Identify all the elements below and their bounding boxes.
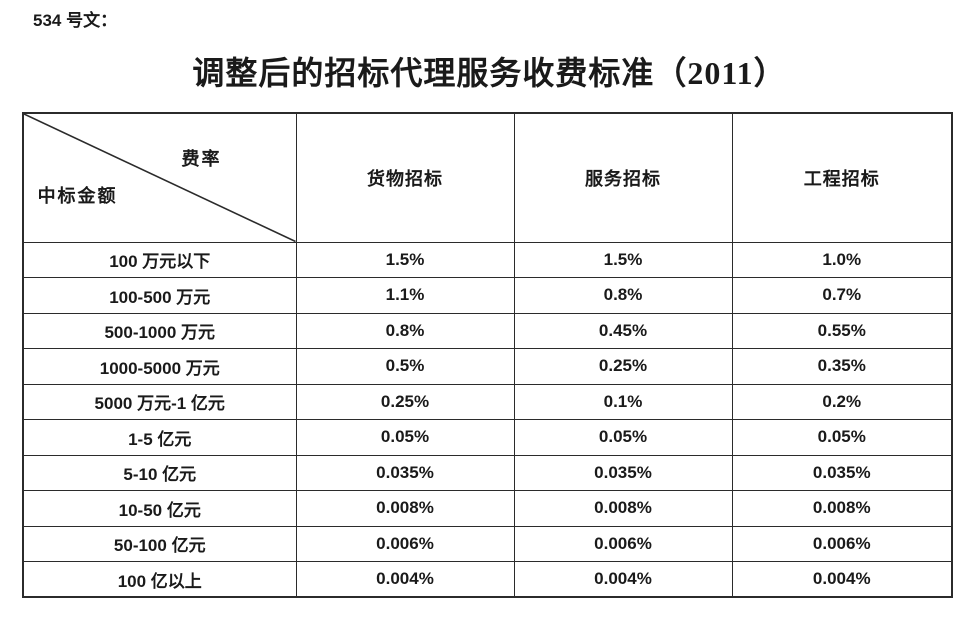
table-row: 1000-5000 万元 0.5% 0.25% 0.35% (22, 348, 953, 385)
rate-cell: 0.2% (731, 383, 953, 420)
row-label: 1-5 亿元 (22, 419, 297, 456)
table-row: 5000 万元-1 亿元 0.25% 0.1% 0.2% (22, 383, 953, 420)
rate-cell: 0.035% (295, 454, 515, 491)
rate-cell: 0.05% (731, 419, 953, 456)
diagonal-divider (24, 114, 296, 242)
row-label: 100-500 万元 (22, 277, 297, 314)
rate-cell: 0.006% (295, 525, 515, 562)
table-row: 100 万元以下 1.5% 1.5% 1.0% (22, 241, 953, 278)
rate-cell: 0.25% (513, 348, 733, 385)
column-header-goods: 货物招标 (295, 112, 515, 243)
row-label: 500-1000 万元 (22, 312, 297, 349)
rate-cell: 0.05% (513, 419, 733, 456)
table-row: 10-50 亿元 0.008% 0.008% 0.008% (22, 490, 953, 527)
rate-cell: 0.004% (731, 561, 953, 598)
row-label: 5-10 亿元 (22, 454, 297, 491)
column-header-engineering: 工程招标 (731, 112, 953, 243)
rate-cell: 0.05% (295, 419, 515, 456)
rate-cell: 0.7% (731, 277, 953, 314)
table-row: 5-10 亿元 0.035% 0.035% 0.035% (22, 454, 953, 491)
column-header-services: 服务招标 (513, 112, 733, 243)
row-label: 1000-5000 万元 (22, 348, 297, 385)
rate-cell: 0.55% (731, 312, 953, 349)
rate-cell: 0.008% (513, 490, 733, 527)
rate-cell: 0.45% (513, 312, 733, 349)
table-row: 1-5 亿元 0.05% 0.05% 0.05% (22, 419, 953, 456)
rate-cell: 1.1% (295, 277, 515, 314)
row-label: 100 万元以下 (22, 241, 297, 278)
fee-rate-table: 费率 中标金额 货物招标 服务招标 工程招标 100 万元以下 1.5% 1.5… (22, 112, 953, 598)
corner-label-amount: 中标金额 (37, 185, 118, 206)
rate-cell: 0.008% (731, 490, 953, 527)
rate-cell: 0.004% (295, 561, 515, 598)
row-label: 10-50 亿元 (22, 490, 297, 527)
rate-cell: 0.25% (295, 383, 515, 420)
table-header-row: 费率 中标金额 货物招标 服务招标 工程招标 (22, 112, 953, 243)
rate-cell: 1.0% (731, 241, 953, 278)
rate-cell: 0.35% (731, 348, 953, 385)
rate-cell: 0.006% (731, 525, 953, 562)
rate-cell: 1.5% (295, 241, 515, 278)
table-row: 100 亿以上 0.004% 0.004% 0.004% (22, 561, 953, 598)
rate-cell: 0.8% (513, 277, 733, 314)
row-label: 5000 万元-1 亿元 (22, 383, 297, 420)
rate-cell: 0.8% (295, 312, 515, 349)
rate-cell: 0.5% (295, 348, 515, 385)
table-row: 500-1000 万元 0.8% 0.45% 0.55% (22, 312, 953, 349)
doc-number-label: 534 号文： (33, 11, 118, 30)
rate-cell: 0.1% (513, 383, 733, 420)
rate-cell: 0.035% (731, 454, 953, 491)
rate-cell: 0.006% (513, 525, 733, 562)
page-title: 调整后的招标代理服务收费标准（2011） (192, 55, 787, 91)
rate-cell: 1.5% (513, 241, 733, 278)
table-row: 100-500 万元 1.1% 0.8% 0.7% (22, 277, 953, 314)
rate-cell: 0.004% (513, 561, 733, 598)
rate-cell: 0.008% (295, 490, 515, 527)
corner-label-rate: 费率 (181, 148, 222, 169)
rate-cell: 0.035% (513, 454, 733, 491)
row-label: 100 亿以上 (22, 561, 297, 598)
corner-header-cell: 费率 中标金额 (22, 112, 297, 243)
row-label: 50-100 亿元 (22, 525, 297, 562)
table-row: 50-100 亿元 0.006% 0.006% 0.006% (22, 525, 953, 562)
